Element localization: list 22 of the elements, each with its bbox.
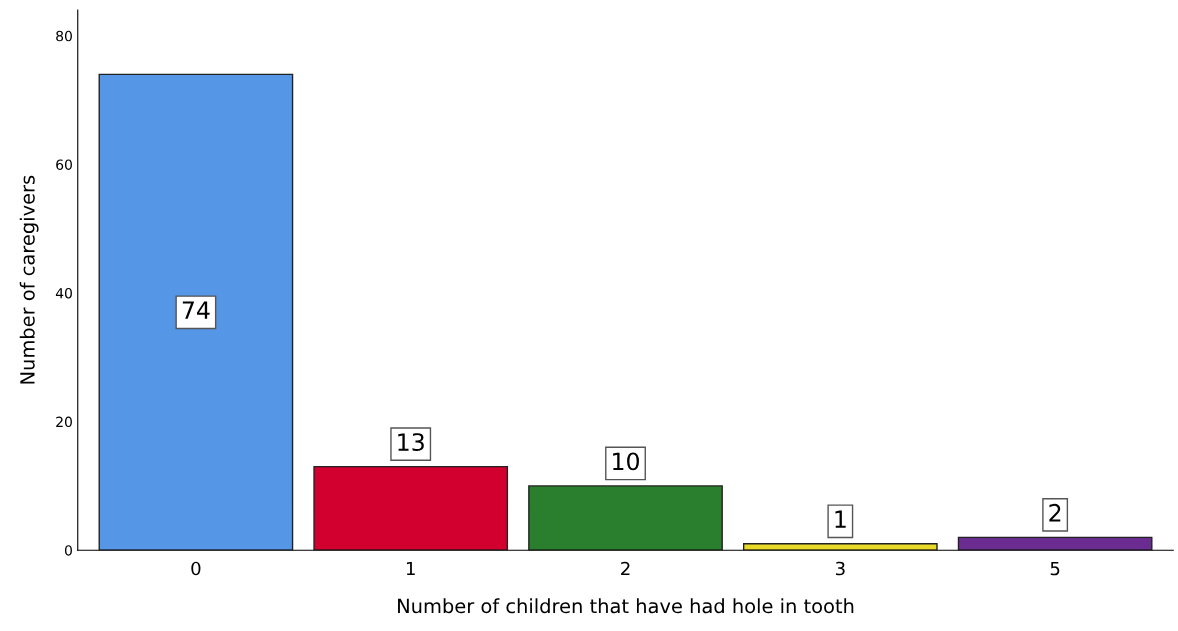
y-tick-label: 20 bbox=[56, 416, 72, 428]
bar bbox=[528, 485, 723, 551]
y-tick-label: 40 bbox=[55, 287, 72, 299]
bar bbox=[98, 73, 294, 551]
y-tick-label: 0 bbox=[64, 545, 72, 556]
data-label: 1 bbox=[835, 510, 846, 528]
y-tick-label: 60 bbox=[56, 159, 72, 170]
x-tick-label: 0 bbox=[191, 561, 201, 576]
x-tick-label: 2 bbox=[621, 561, 630, 576]
bar bbox=[313, 465, 509, 551]
x-axis-title: Number of children that have had hole in tooth bbox=[398, 598, 854, 614]
data-label: 74 bbox=[182, 301, 210, 319]
data-label: 2 bbox=[1049, 503, 1061, 522]
data-label: 13 bbox=[398, 433, 424, 451]
data-label: 10 bbox=[613, 452, 639, 471]
x-tick-label: 1 bbox=[406, 561, 415, 576]
y-tick-label: 80 bbox=[56, 30, 72, 42]
bar bbox=[742, 543, 938, 551]
bar bbox=[957, 536, 1153, 551]
x-tick-label: 3 bbox=[835, 561, 845, 576]
x-tick-label: 5 bbox=[1050, 561, 1060, 576]
y-axis-title: Number of caregivers bbox=[19, 175, 39, 384]
